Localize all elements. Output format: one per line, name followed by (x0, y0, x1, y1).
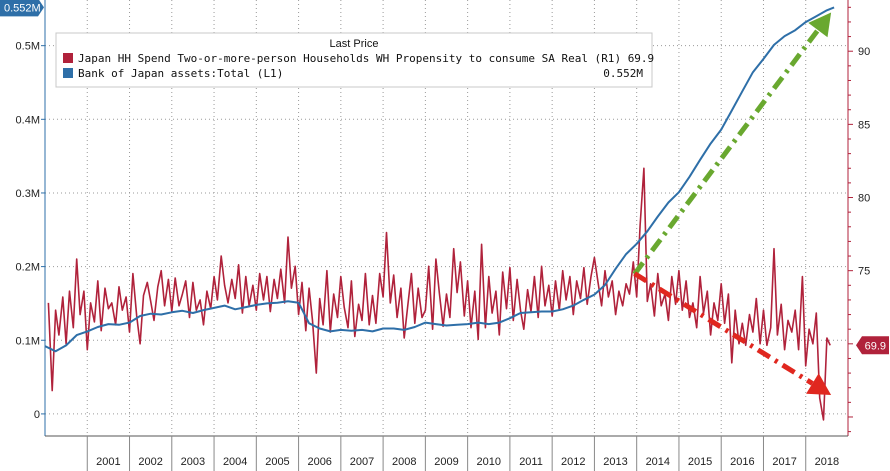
x-axis-tick-label: 2008 (392, 456, 416, 468)
trend-arrow-down-shaft (633, 271, 814, 386)
x-axis-tick-label: 2016 (730, 456, 754, 468)
x-axis-tick-label: 2011 (519, 456, 543, 468)
legend-axis-boj-assets: (L1) (250, 67, 283, 80)
right-axis-tick-label: 90 (858, 46, 870, 58)
legend-axis-japan-hh: (R1) (588, 52, 628, 65)
legend-label-boj-assets: Bank of Japan assets:Total (L1) (78, 67, 283, 80)
x-axis-tick-label: 2006 (307, 456, 331, 468)
legend-value-boj-assets: 0.552M (603, 67, 643, 80)
legend-value-japan-hh: 69.9 (628, 52, 655, 65)
x-axis-tick-label: 2017 (772, 456, 796, 468)
x-axis-tick-label: 2004 (223, 456, 247, 468)
legend-swatch-boj-assets (63, 68, 73, 78)
left-axis-tick-label: 0.1M (16, 335, 40, 347)
left-axis-tick-label: 0.4M (16, 114, 40, 126)
badge-japan-hh: 69.9 (856, 336, 889, 355)
badge-boj-assets-value: 0.552M (4, 2, 41, 14)
axes: 0 0.1M 0.2M 0.3M 0.4M 0.5M 75 80 85 90 2001 2002 200… (16, 0, 870, 471)
badge-boj-assets: 0.552M (0, 0, 44, 17)
legend-name-boj-assets: Bank of Japan assets:Total (78, 67, 250, 80)
x-axis-tick-label: 2002 (138, 456, 162, 468)
x-axis-tick-label: 2010 (477, 456, 501, 468)
legend: Last Price Japan HH Spend Two-or-more-pe… (55, 32, 654, 88)
x-axis-tick-label: 2001 (96, 456, 120, 468)
legend-name-japan-hh: Japan HH Spend Two-or-more-person Househ… (78, 52, 588, 65)
series-line-boj-assets (44, 6, 835, 353)
x-axis-tick-label: 2013 (603, 456, 627, 468)
series-line-japan-hh (47, 167, 831, 421)
series-layer (44, 6, 835, 421)
right-axis-tick-label: 75 (858, 266, 870, 278)
left-axis-tick-label: 0.5M (16, 41, 40, 53)
left-axis-tick-label: 0.2M (16, 262, 40, 274)
trend-arrows (632, 12, 832, 395)
right-axis-tick-label: 85 (858, 119, 870, 131)
right-axis-tick-label: 80 (858, 193, 870, 205)
x-axis-tick-label: 2012 (561, 456, 585, 468)
x-axis-tick-label: 2014 (646, 456, 670, 468)
trend-arrow-down-head (806, 373, 832, 395)
x-axis-tick-label: 2018 (815, 456, 839, 468)
badge-japan-hh-value: 69.9 (865, 340, 886, 352)
trend-arrow-up-shaft (632, 28, 820, 276)
badge-japan-hh-shape (856, 336, 889, 355)
x-axis-tick-label: 2015 (688, 456, 712, 468)
x-axis-tick-label: 2007 (350, 456, 374, 468)
x-axis-tick-label: 2005 (265, 456, 289, 468)
legend-swatch-japan-hh (63, 53, 73, 63)
badge-boj-assets-shape (0, 0, 44, 17)
legend-box (55, 32, 653, 88)
legend-title: Last Price (330, 38, 379, 50)
trend-arrow-up-head (808, 12, 832, 38)
legend-label-japan-hh: Japan HH Spend Two-or-more-person Househ… (78, 52, 654, 65)
x-axis-tick-label: 2009 (434, 456, 458, 468)
left-axis-tick-label: 0 (34, 409, 40, 421)
last-value-badges: 0.552M 69.9 (0, 0, 889, 355)
x-axis-tick-label: 2003 (181, 456, 205, 468)
left-axis-tick-label: 0.3M (16, 188, 40, 200)
